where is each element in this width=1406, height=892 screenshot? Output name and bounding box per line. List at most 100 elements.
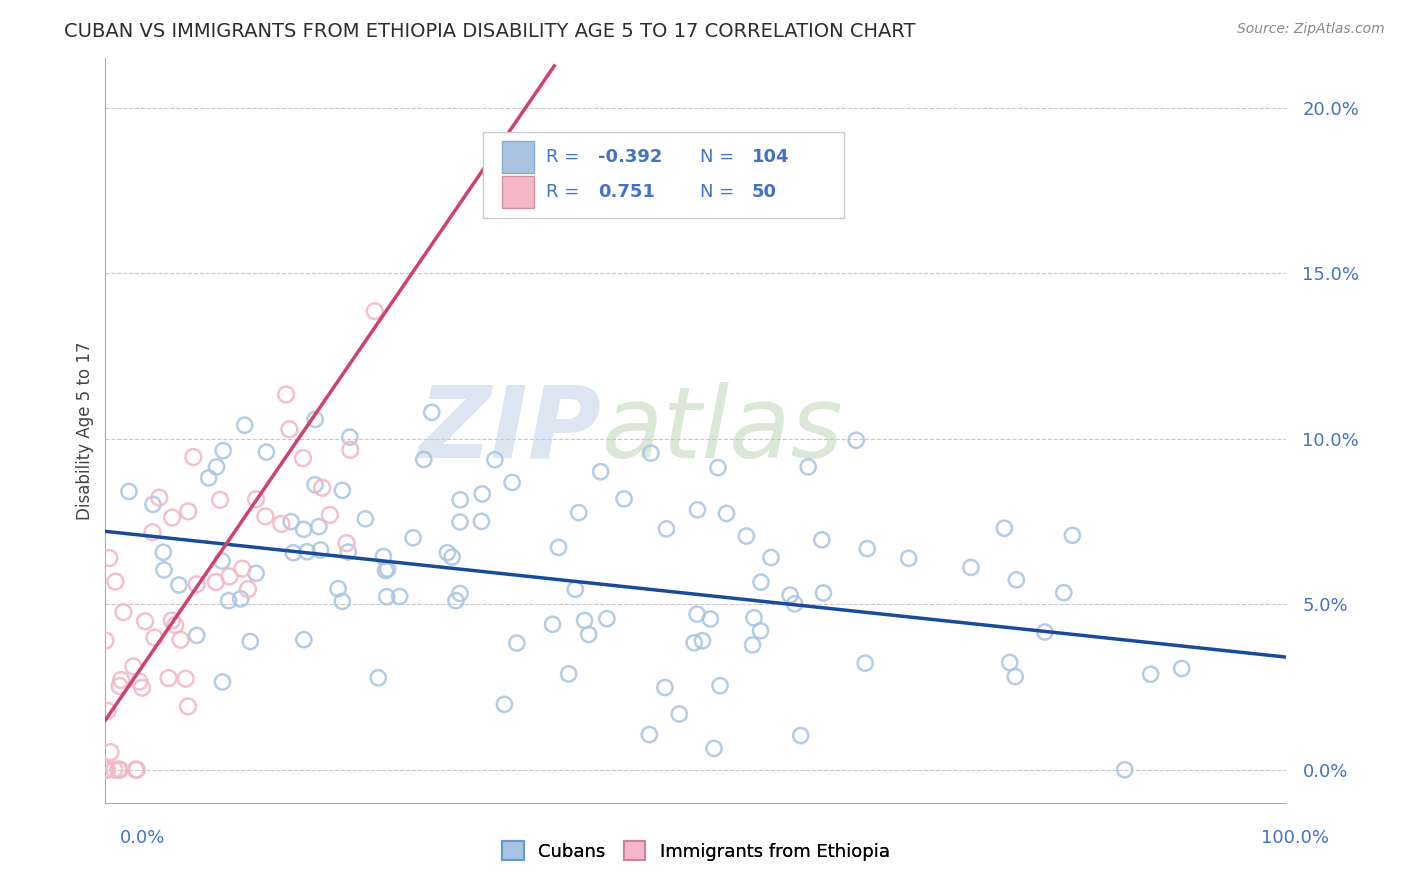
Point	[897, 551, 920, 566]
Point	[367, 671, 389, 685]
Point	[444, 593, 467, 607]
Point	[1170, 661, 1192, 675]
Point	[741, 638, 763, 652]
Point	[254, 509, 277, 524]
Point	[998, 656, 1021, 670]
Point	[354, 512, 377, 526]
Point	[339, 442, 361, 457]
Text: -0.392: -0.392	[598, 148, 662, 166]
Point	[160, 510, 183, 524]
Point	[125, 763, 148, 777]
Point	[205, 459, 228, 474]
Point	[218, 569, 240, 583]
Point	[749, 575, 772, 590]
Point	[471, 487, 494, 501]
Point	[108, 763, 131, 777]
Point	[186, 628, 208, 642]
Point	[541, 617, 564, 632]
Point	[1004, 670, 1026, 684]
Point	[141, 525, 163, 540]
Point	[845, 434, 868, 448]
Point	[239, 634, 262, 648]
Point	[174, 672, 197, 686]
Point	[1114, 763, 1136, 777]
Point	[211, 554, 233, 568]
Point	[229, 591, 252, 606]
Point	[330, 594, 353, 608]
Point	[131, 681, 153, 695]
Point	[292, 632, 315, 647]
Point	[494, 698, 516, 712]
Point	[506, 636, 529, 650]
Point	[108, 763, 131, 777]
Point	[94, 763, 117, 777]
Point	[319, 508, 342, 522]
Point	[797, 459, 820, 474]
Point	[686, 503, 709, 517]
Point	[254, 445, 277, 459]
Point	[245, 492, 267, 507]
Point	[703, 741, 725, 756]
Point	[110, 673, 132, 687]
Text: atlas: atlas	[602, 382, 844, 479]
Point	[157, 671, 180, 685]
Point	[402, 531, 425, 545]
Point	[236, 582, 259, 597]
Point	[568, 506, 591, 520]
Point	[613, 491, 636, 506]
Point	[309, 543, 332, 558]
Text: ZIP: ZIP	[419, 382, 602, 479]
Point	[709, 679, 731, 693]
Text: 0.0%: 0.0%	[120, 829, 165, 847]
Text: 104: 104	[751, 148, 789, 166]
Point	[209, 492, 232, 507]
Point	[441, 550, 464, 565]
Point	[735, 529, 758, 543]
Text: N =: N =	[700, 183, 740, 201]
Point	[683, 636, 706, 650]
Y-axis label: Disability Age 5 to 17: Disability Age 5 to 17	[76, 341, 94, 520]
Point	[759, 550, 782, 565]
Point	[311, 481, 333, 495]
Point	[1139, 667, 1161, 681]
Point	[169, 632, 191, 647]
Text: Source: ZipAtlas.com: Source: ZipAtlas.com	[1237, 22, 1385, 37]
Point	[124, 763, 146, 777]
Point	[716, 507, 738, 521]
Point	[108, 679, 131, 693]
Point	[283, 546, 305, 560]
Point	[596, 612, 619, 626]
Point	[779, 588, 801, 602]
Point	[205, 575, 228, 590]
Point	[638, 728, 661, 742]
Text: 50: 50	[751, 183, 776, 201]
Point	[375, 590, 398, 604]
Point	[152, 545, 174, 559]
Point	[280, 515, 302, 529]
Point	[364, 304, 387, 318]
Point	[640, 446, 662, 460]
Legend: Cubans, Immigrants from Ethiopia: Cubans, Immigrants from Ethiopia	[502, 841, 890, 861]
Point	[388, 590, 411, 604]
Point	[813, 586, 835, 600]
Point	[707, 460, 730, 475]
Point	[1033, 625, 1056, 640]
Point	[304, 412, 326, 426]
Point	[98, 551, 121, 566]
Point	[655, 522, 678, 536]
Point	[960, 560, 983, 574]
Point	[853, 656, 876, 670]
Point	[789, 729, 811, 743]
Text: CUBAN VS IMMIGRANTS FROM ETHIOPIA DISABILITY AGE 5 TO 17 CORRELATION CHART: CUBAN VS IMMIGRANTS FROM ETHIOPIA DISABI…	[65, 22, 915, 41]
Point	[993, 521, 1015, 535]
Text: 100.0%: 100.0%	[1261, 829, 1329, 847]
Point	[112, 605, 135, 619]
Point	[142, 497, 165, 511]
FancyBboxPatch shape	[502, 141, 534, 173]
Point	[186, 577, 208, 591]
Point	[374, 564, 396, 578]
Point	[557, 666, 579, 681]
Point	[212, 443, 235, 458]
Point	[211, 675, 233, 690]
Point	[412, 452, 434, 467]
